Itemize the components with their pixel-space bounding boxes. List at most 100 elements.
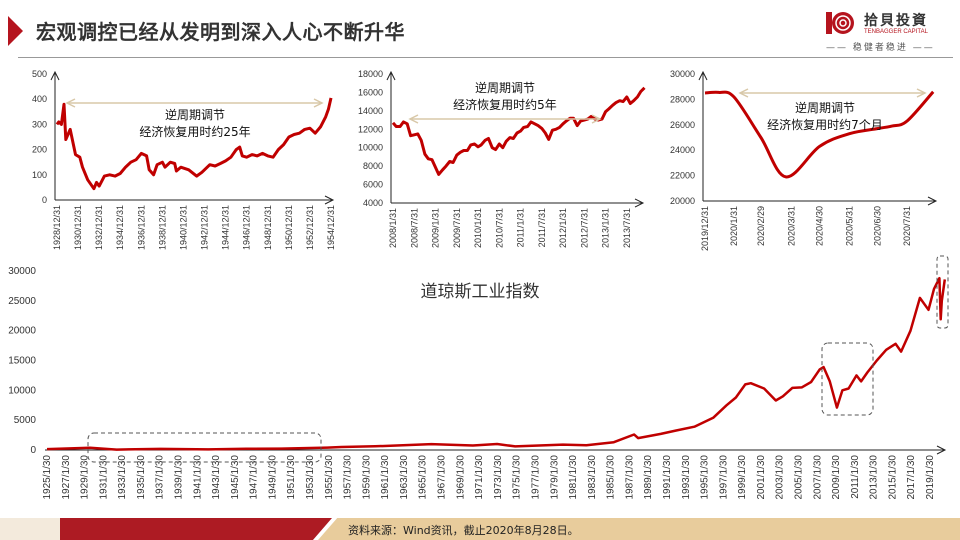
x-tick-label: 1934/12/31 bbox=[115, 205, 125, 250]
x-tick-label: 1989/1/30 bbox=[643, 455, 654, 500]
x-tick-label: 1957/1/30 bbox=[343, 455, 354, 500]
chart-3: 20000 22000 24000 26000 28000 30000 2019/12/31… bbox=[670, 69, 938, 251]
logo-name-en: TENBAGGER CAPITAL bbox=[864, 29, 928, 35]
x-tick-label: 1936/12/31 bbox=[136, 205, 146, 250]
x-tick-label: 1987/1/30 bbox=[624, 455, 635, 500]
x-tick-label: 2011/7/31 bbox=[537, 208, 547, 247]
y-tick-label: 18000 bbox=[358, 69, 383, 79]
arrow-left-icon bbox=[408, 114, 419, 124]
chart-4: 0 5000 10000 15000 20000 25000 30000 1925/1/30 1… bbox=[8, 255, 949, 500]
x-tick-label: 1935/1/30 bbox=[136, 455, 147, 500]
annotation-text: 经济恢复用时约25年 bbox=[139, 124, 250, 139]
x-tick-label: 1938/12/31 bbox=[157, 205, 167, 250]
x-tick-label: 1928/12/31 bbox=[52, 205, 62, 250]
x-tick-label: 1943/1/30 bbox=[211, 455, 222, 500]
annotation-text: 逆周期调节 bbox=[165, 107, 225, 122]
y-tick-label: 200 bbox=[32, 145, 47, 155]
x-tick-label: 1955/1/30 bbox=[324, 455, 335, 500]
x-tick-label: 1948/12/31 bbox=[263, 205, 273, 250]
series-line bbox=[704, 90, 935, 179]
x-tick-label: 2019/12/31 bbox=[700, 206, 710, 251]
x-tick-label: 1930/12/31 bbox=[73, 205, 83, 250]
y-tick-label: 0 bbox=[30, 445, 36, 456]
y-tick-label: 100 bbox=[32, 170, 47, 180]
footer-band-red bbox=[60, 518, 332, 540]
series-line bbox=[391, 86, 646, 176]
y-axis-arrow-icon bbox=[386, 70, 396, 81]
chart-title: 道琼斯工业指数 bbox=[421, 282, 540, 302]
x-tick-label: 1991/1/30 bbox=[662, 455, 673, 500]
x-tick-label: 2009/7/31 bbox=[452, 208, 462, 248]
x-tick-label: 2015/1/30 bbox=[887, 455, 898, 500]
x-tick-label: 2008/7/31 bbox=[409, 208, 419, 248]
x-tick-label: 1950/12/31 bbox=[284, 205, 294, 250]
x-tick-label: 2012/1/31 bbox=[558, 208, 568, 248]
x-axis-arrow-icon bbox=[324, 195, 335, 205]
x-tick-label: 1944/12/31 bbox=[221, 205, 231, 250]
x-tick-label: 2020/4/30 bbox=[815, 206, 825, 246]
y-tick-label: 8000 bbox=[363, 161, 383, 171]
y-tick-label: 20000 bbox=[8, 326, 36, 337]
x-tick-label: 1965/1/30 bbox=[418, 455, 429, 500]
x-tick-label: 2019/1/30 bbox=[925, 455, 936, 500]
y-tick-label: 14000 bbox=[358, 106, 383, 116]
x-tick-label: 2010/1/31 bbox=[473, 208, 483, 248]
y-tick-label: 4000 bbox=[363, 198, 383, 208]
x-tick-label: 2005/1/30 bbox=[793, 455, 804, 500]
x-tick-label: 1942/12/31 bbox=[200, 205, 210, 250]
x-tick-label: 1983/1/30 bbox=[587, 455, 598, 500]
logo-mark-icon bbox=[826, 12, 854, 34]
x-axis-arrow-icon bbox=[927, 196, 938, 206]
x-tick-label: 2003/1/30 bbox=[775, 455, 786, 500]
y-axis-arrow-icon bbox=[50, 70, 60, 81]
x-tick-label: 1967/1/30 bbox=[437, 455, 448, 500]
x-tick-label: 2011/1/30 bbox=[850, 455, 861, 499]
highlight-box-2020 bbox=[936, 255, 949, 329]
logo-name-cn: 拾貝投資 bbox=[864, 13, 928, 29]
x-tick-label: 2009/1/30 bbox=[831, 455, 842, 500]
arrow-right-icon bbox=[591, 114, 602, 124]
x-tick-label: 2020/5/31 bbox=[844, 206, 854, 246]
y-tick-label: 26000 bbox=[670, 120, 695, 130]
x-tick-label: 1981/1/30 bbox=[568, 455, 579, 500]
y-tick-label: 6000 bbox=[363, 180, 383, 190]
y-tick-label: 30000 bbox=[670, 69, 695, 79]
x-tick-label: 1985/1/30 bbox=[606, 455, 617, 500]
x-tick-label: 1997/1/30 bbox=[718, 455, 729, 500]
x-tick-label: 1949/1/30 bbox=[267, 455, 278, 500]
x-tick-label: 1940/12/31 bbox=[178, 205, 188, 250]
x-tick-label: 2020/3/31 bbox=[787, 206, 797, 246]
x-tick-label: 1932/12/31 bbox=[94, 205, 104, 250]
x-tick-label: 1954/12/31 bbox=[326, 205, 336, 250]
x-tick-label: 1963/1/30 bbox=[399, 455, 410, 500]
y-tick-label: 400 bbox=[32, 94, 47, 104]
x-tick-label: 2001/1/30 bbox=[756, 455, 767, 500]
x-tick-label: 2007/1/30 bbox=[812, 455, 823, 500]
x-tick-label: 1971/1/30 bbox=[474, 455, 485, 500]
x-tick-label: 2012/7/31 bbox=[579, 208, 589, 248]
chart-2: 4000 6000 8000 10000 12000 14000 16000 18000 200… bbox=[358, 69, 646, 248]
x-tick-label: 1937/1/30 bbox=[155, 455, 166, 500]
annotation-text: 经济恢复用时约5年 bbox=[453, 97, 557, 112]
arrow-right-icon bbox=[916, 88, 927, 98]
y-tick-label: 0 bbox=[42, 195, 47, 205]
x-tick-label: 1961/1/30 bbox=[380, 455, 391, 500]
x-tick-label: 1995/1/30 bbox=[700, 455, 711, 500]
y-tick-label: 500 bbox=[32, 69, 47, 79]
x-axis-arrow-icon bbox=[634, 198, 645, 208]
x-tick-label: 2008/1/31 bbox=[388, 208, 398, 248]
x-tick-label: 2013/1/30 bbox=[869, 455, 880, 500]
x-tick-label: 2010/7/31 bbox=[494, 208, 504, 248]
x-tick-label: 1933/1/30 bbox=[117, 455, 128, 500]
x-tick-label: 1945/1/30 bbox=[230, 455, 241, 500]
company-logo: 拾貝投資 TENBAGGER CAPITAL —— 稳健者稳进 —— bbox=[826, 8, 946, 54]
arrow-left-icon bbox=[65, 98, 76, 108]
header-divider bbox=[18, 57, 953, 58]
y-tick-label: 30000 bbox=[8, 266, 36, 277]
y-tick-label: 5000 bbox=[14, 415, 37, 426]
x-tick-label: 1999/1/30 bbox=[737, 455, 748, 500]
x-tick-label: 2020/6/30 bbox=[872, 206, 882, 246]
y-tick-label: 24000 bbox=[670, 145, 695, 155]
x-tick-label: 1941/1/30 bbox=[192, 455, 203, 500]
